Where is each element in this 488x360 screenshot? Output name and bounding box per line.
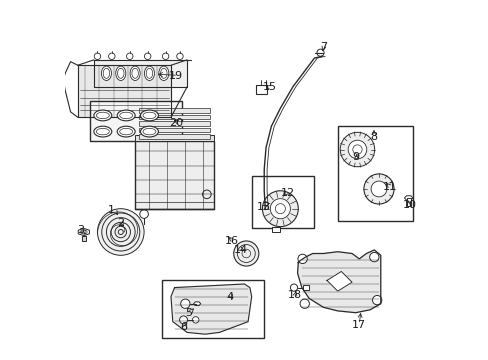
Text: 4: 4	[226, 292, 233, 302]
Circle shape	[270, 199, 290, 219]
Bar	[139, 108, 210, 113]
Text: 3: 3	[77, 225, 83, 235]
Bar	[139, 121, 210, 126]
Text: 13: 13	[257, 202, 271, 212]
Text: 11: 11	[382, 182, 396, 192]
Circle shape	[233, 241, 258, 266]
Text: 17: 17	[351, 320, 366, 330]
Polygon shape	[193, 302, 201, 306]
Text: 20: 20	[169, 118, 183, 128]
Circle shape	[192, 317, 199, 323]
Ellipse shape	[94, 126, 112, 137]
Bar	[139, 128, 210, 132]
Circle shape	[262, 191, 298, 226]
Text: 5: 5	[185, 308, 192, 318]
Ellipse shape	[140, 126, 158, 137]
Text: 9: 9	[351, 152, 359, 162]
Text: 10: 10	[402, 200, 416, 210]
Bar	[139, 134, 210, 139]
Circle shape	[372, 296, 381, 305]
Polygon shape	[94, 60, 187, 87]
Bar	[255, 85, 266, 94]
Bar	[139, 115, 210, 120]
Bar	[90, 101, 182, 140]
Bar	[251, 176, 314, 228]
Text: 8: 8	[369, 132, 376, 142]
Circle shape	[340, 132, 374, 167]
Ellipse shape	[159, 66, 168, 81]
Bar	[272, 227, 280, 232]
Polygon shape	[404, 196, 412, 200]
Bar	[135, 135, 214, 140]
Ellipse shape	[140, 110, 158, 121]
Ellipse shape	[117, 110, 135, 121]
Bar	[162, 280, 264, 338]
Text: 2: 2	[117, 218, 124, 228]
Text: 19: 19	[169, 71, 183, 81]
Ellipse shape	[101, 66, 111, 81]
Bar	[337, 126, 412, 221]
Polygon shape	[78, 65, 171, 117]
Text: 1: 1	[108, 206, 115, 216]
Text: 14: 14	[233, 245, 247, 255]
Ellipse shape	[94, 110, 112, 121]
Polygon shape	[297, 250, 380, 313]
Ellipse shape	[130, 66, 140, 81]
Text: 6: 6	[180, 322, 186, 332]
Circle shape	[180, 299, 190, 309]
Circle shape	[369, 252, 378, 262]
Bar	[303, 285, 309, 291]
Circle shape	[370, 181, 386, 197]
Polygon shape	[326, 271, 351, 291]
Circle shape	[363, 174, 393, 204]
Circle shape	[97, 209, 144, 255]
Ellipse shape	[144, 66, 154, 81]
Text: 7: 7	[319, 42, 326, 52]
Bar	[406, 198, 410, 206]
Bar	[135, 140, 214, 209]
Ellipse shape	[117, 126, 135, 137]
Text: 12: 12	[280, 188, 294, 198]
Ellipse shape	[116, 66, 125, 81]
Circle shape	[347, 140, 366, 159]
Circle shape	[179, 316, 187, 324]
Text: 15: 15	[262, 82, 276, 92]
Text: 16: 16	[224, 236, 239, 246]
Polygon shape	[78, 228, 89, 235]
Text: 18: 18	[287, 290, 301, 300]
Circle shape	[297, 254, 306, 264]
Polygon shape	[171, 284, 251, 334]
Bar	[81, 235, 86, 241]
Circle shape	[290, 284, 297, 291]
Circle shape	[300, 299, 309, 309]
